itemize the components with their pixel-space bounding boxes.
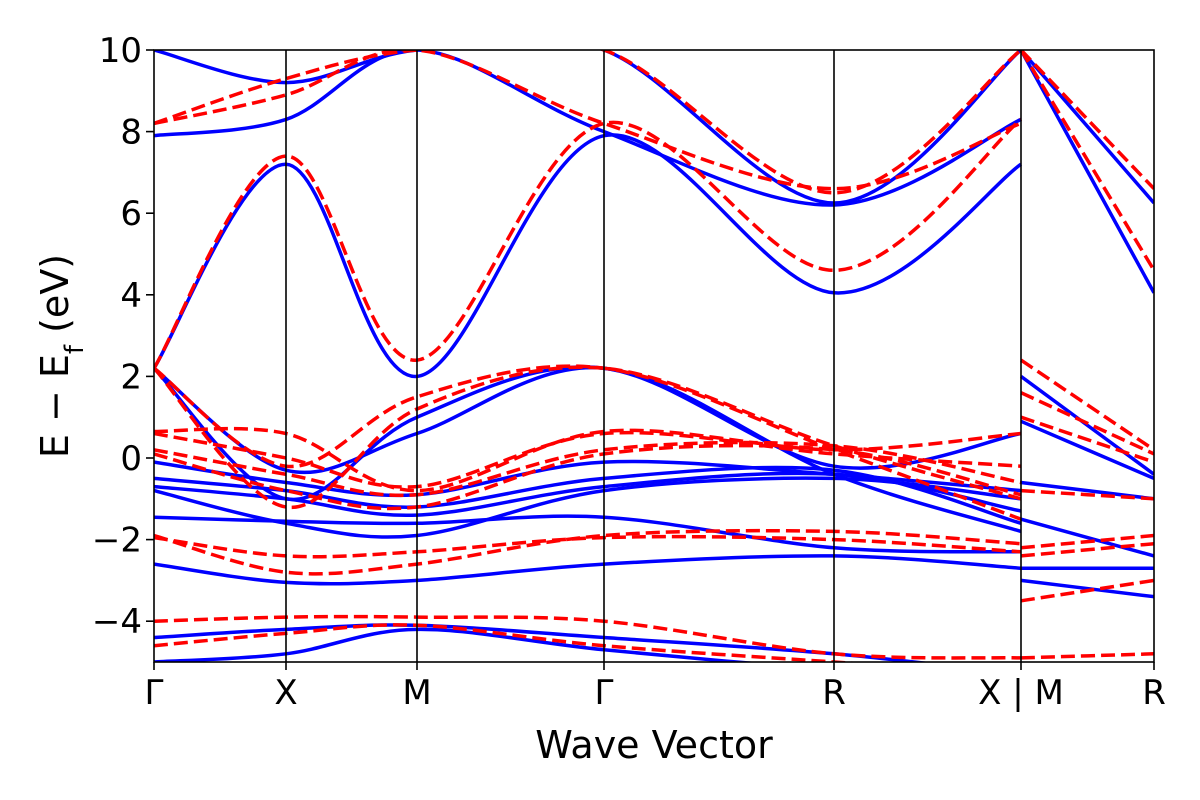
y-tick-label: 2 xyxy=(120,357,142,397)
y-tick-label: −4 xyxy=(92,602,142,642)
solid-band-line xyxy=(1019,50,1154,205)
dashed-band-line xyxy=(154,365,1022,509)
y-tick-label: 4 xyxy=(120,276,142,316)
dashed-band-line xyxy=(1020,391,1154,456)
y-axis-title-main: E − E xyxy=(33,354,77,458)
x-tick-label: Γ xyxy=(145,673,164,713)
x-tick-label: X xyxy=(274,673,297,713)
x-tick-label: R xyxy=(1142,673,1166,713)
series-dashed xyxy=(154,50,1154,662)
solid-band-line xyxy=(154,365,1022,502)
solid-band-line xyxy=(1019,374,1154,476)
dashed-band-line xyxy=(154,534,1022,559)
x-axis-title: Wave Vector xyxy=(535,723,773,767)
high-symmetry-lines xyxy=(285,50,1022,662)
x-tick-label: R xyxy=(822,673,846,713)
y-axis-ticks: −4 −2 0 2 4 6 8 10 xyxy=(92,31,154,642)
y-axis-title-subscript: f xyxy=(60,344,90,354)
y-tick-label: 6 xyxy=(120,194,142,234)
dashed-band-line xyxy=(1020,415,1154,464)
x-tick-label: M xyxy=(402,673,431,713)
dashed-band-line xyxy=(154,440,1022,498)
solid-band-line xyxy=(1020,419,1154,481)
dashed-band-line xyxy=(1020,488,1154,501)
dashed-band-line xyxy=(1019,50,1154,272)
solid-band-line xyxy=(1019,50,1154,294)
dashed-band-line xyxy=(1020,533,1154,550)
y-tick-label: −2 xyxy=(92,521,142,561)
dashed-band-line xyxy=(1020,578,1154,603)
dashed-band-line xyxy=(154,50,1023,195)
y-tick-label: 10 xyxy=(99,31,142,71)
y-axis-title-unit: (eV) xyxy=(33,254,77,345)
x-tick-label: Γ xyxy=(595,673,614,713)
y-tick-label: 8 xyxy=(120,113,142,153)
x-axis-ticks: Γ X M Γ R X | M R xyxy=(145,662,1166,713)
dashed-band-line xyxy=(1020,652,1154,660)
x-tick-label: X | M xyxy=(978,673,1064,713)
y-axis-title: E − Ef (eV) xyxy=(33,254,90,458)
y-tick-label: 0 xyxy=(120,439,142,479)
dashed-band-line xyxy=(154,364,1022,521)
dashed-band-line xyxy=(1020,541,1154,558)
solid-band-line xyxy=(1020,517,1154,558)
solid-band-line xyxy=(154,365,1022,534)
dashed-band-line xyxy=(154,118,1023,370)
solid-band-line xyxy=(1020,578,1154,599)
plot-frame xyxy=(153,49,1155,663)
series-solid xyxy=(154,50,1154,662)
dashed-band-line xyxy=(1020,358,1154,452)
solid-band-line xyxy=(154,133,1022,379)
solid-band-line xyxy=(154,554,1022,586)
bands-layer xyxy=(154,50,1154,662)
